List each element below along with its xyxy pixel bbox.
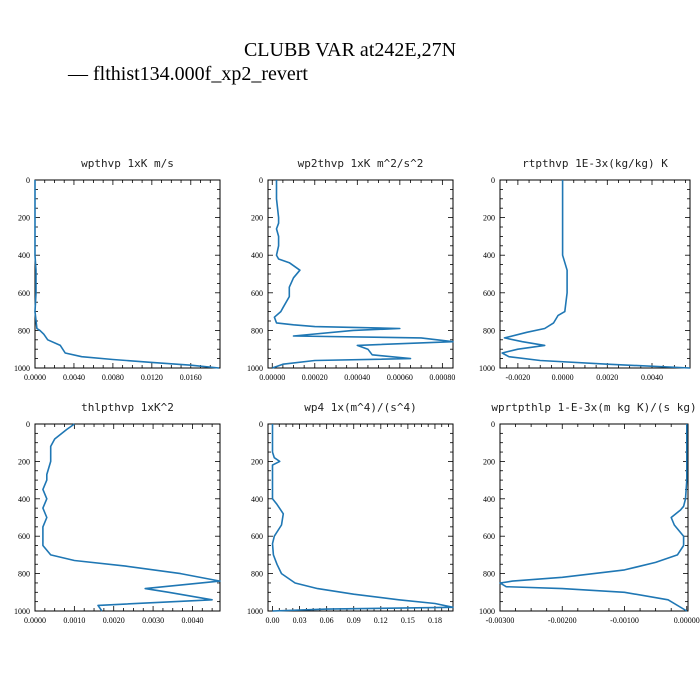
y-tick-label: 1000	[247, 364, 263, 373]
figure-title: CLUBB VAR at242E,27N	[244, 39, 456, 61]
y-tick-label: 600	[251, 532, 263, 541]
x-tick-label: 0.00020	[302, 373, 328, 382]
y-tick-label: 400	[483, 251, 495, 260]
panel-title: thlpthvp 1xK^2	[81, 401, 174, 414]
series-line	[34, 180, 220, 369]
y-tick-label: 1000	[247, 607, 263, 616]
x-tick-label: 0.00060	[387, 373, 413, 382]
y-tick-label: 200	[483, 214, 495, 223]
x-tick-label: 0.00000	[259, 373, 285, 382]
series-line	[499, 424, 688, 612]
x-tick-label: -0.00200	[548, 616, 577, 625]
x-tick-label: -0.00300	[486, 616, 515, 625]
x-tick-label: 0.09	[347, 616, 361, 625]
y-tick-label: 800	[483, 326, 495, 335]
x-tick-label: 0.0120	[141, 373, 163, 382]
y-tick-label: 0	[491, 420, 495, 429]
plot-frame	[499, 179, 691, 369]
x-tick-label: 0.0030	[142, 616, 164, 625]
series-line	[501, 180, 691, 369]
x-tick-label: -0.00100	[610, 616, 639, 625]
y-tick-label: 1000	[14, 364, 30, 373]
x-tick-label: 0.0040	[63, 373, 85, 382]
y-tick-label: 800	[483, 570, 495, 579]
x-tick-label: 0.03	[293, 616, 307, 625]
y-tick-label: 600	[18, 532, 30, 541]
x-tick-label: 0.0000	[552, 373, 574, 382]
y-tick-label: 200	[483, 457, 495, 466]
y-tick-label: 400	[18, 251, 30, 260]
x-tick-label: -0.0020	[506, 373, 531, 382]
x-tick-label: 0.0000	[24, 373, 46, 382]
x-tick-label: 0.0160	[180, 373, 202, 382]
panel-title: rtpthvp 1E-3x(kg/kg) K	[522, 157, 668, 170]
y-tick-label: 200	[18, 457, 30, 466]
y-tick-label: 0	[259, 420, 263, 429]
y-tick-label: 400	[483, 495, 495, 504]
x-tick-label: 0.12	[374, 616, 388, 625]
y-tick-label: 800	[18, 570, 30, 579]
plot-frame	[34, 179, 221, 369]
y-tick-label: 200	[251, 214, 263, 223]
legend-entry: — flthist134.000f_xp2_revert	[67, 63, 308, 85]
plot-frame	[34, 423, 221, 612]
y-tick-label: 600	[483, 532, 495, 541]
y-tick-label: 0	[26, 420, 30, 429]
x-tick-label: 0.0020	[103, 616, 125, 625]
x-tick-label: 0.0010	[63, 616, 85, 625]
y-tick-label: 600	[483, 289, 495, 298]
y-tick-label: 600	[18, 289, 30, 298]
series-line	[42, 423, 221, 612]
y-tick-label: 0	[26, 176, 30, 185]
x-tick-label: 0.06	[320, 616, 334, 625]
x-tick-label: 0.0040	[181, 616, 203, 625]
panel-title: wp4 1x(m^4)/(s^4)	[304, 401, 417, 414]
y-tick-label: 800	[18, 326, 30, 335]
y-tick-label: 400	[251, 495, 263, 504]
y-tick-label: 200	[18, 214, 30, 223]
plot-frame	[499, 423, 689, 612]
y-tick-label: 1000	[479, 607, 495, 616]
y-tick-label: 800	[251, 570, 263, 579]
x-tick-label: 0.00	[266, 616, 280, 625]
x-tick-label: 0.0080	[102, 373, 124, 382]
y-tick-label: 600	[251, 289, 263, 298]
panel-wprtpthlp: wprtpthlp 1-E-3x(m kg K)/(s kg) 0 200 400 60…	[479, 401, 700, 625]
y-tick-label: 800	[251, 326, 263, 335]
x-tick-label: 0.0040	[641, 373, 663, 382]
panel-wp2thvp: wp2thvp 1xK m^2/s^2020040060080010000.00…	[247, 157, 455, 382]
x-tick-label: 0.0000	[24, 616, 46, 625]
x-tick-label: 0.18	[428, 616, 442, 625]
x-tick-label: 0.00080	[429, 373, 455, 382]
panel-title: wpthvp 1xK m/s	[81, 157, 174, 170]
series-line	[271, 424, 454, 612]
x-tick-label: 0.00040	[344, 373, 370, 382]
y-tick-label: 1000	[479, 364, 495, 373]
panel-rtpthvp: rtpthvp 1E-3x(kg/kg) K 0 200 400 600 800 1000 -…	[479, 157, 691, 382]
panel-title: wp2thvp 1xK m^2/s^2	[298, 157, 424, 170]
x-tick-label: 0.00000	[674, 616, 700, 625]
y-tick-label: 1000	[14, 607, 30, 616]
y-tick-label: 0	[259, 176, 263, 185]
y-tick-label: 200	[251, 457, 263, 466]
y-tick-label: 400	[251, 251, 263, 260]
y-tick-label: 0	[491, 176, 495, 185]
panel-title: wprtpthlp 1-E-3x(m kg K)/(s kg)	[491, 401, 696, 414]
y-tick-label: 400	[18, 495, 30, 504]
series-line	[272, 180, 454, 369]
x-tick-label: 0.15	[401, 616, 415, 625]
x-tick-label: 0.0020	[596, 373, 618, 382]
